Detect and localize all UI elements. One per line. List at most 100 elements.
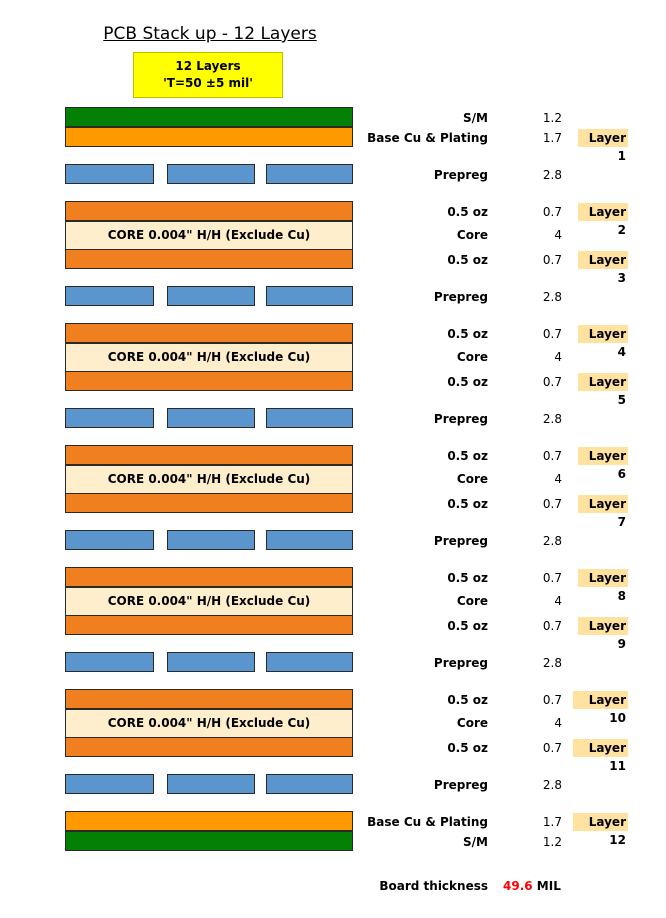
spec-banner: 12 Layers 'T=50 ±5 mil': [133, 52, 283, 98]
layer-tag: Layer 3: [578, 251, 628, 285]
banner-layer-count: 12 Layers: [175, 59, 241, 73]
prepreg-segment: [65, 652, 154, 672]
prepreg-segment: [167, 164, 255, 184]
layer-tag: Layer 6: [578, 447, 628, 481]
layer-thickness-value: 0.7: [542, 205, 562, 219]
copper-bar: [65, 371, 353, 391]
copper-bar: [65, 689, 353, 709]
layer-thickness-value: 2.8: [542, 534, 562, 548]
board-thickness-unit: MIL: [536, 879, 561, 893]
layer-material-label: Base Cu & Plating: [367, 131, 488, 145]
layer-material-label: 0.5 oz: [447, 375, 488, 389]
prepreg-segment: [65, 774, 154, 794]
copper-bar: [65, 493, 353, 513]
layer-thickness-value: 0.7: [542, 253, 562, 267]
layer-material-label: Prepreg: [433, 168, 488, 182]
layer-thickness-value: 0.7: [542, 497, 562, 511]
layer-thickness-value: 2.8: [542, 656, 562, 670]
layer-tag: Layer 9: [578, 617, 628, 651]
layer-material-label: Prepreg: [433, 290, 488, 304]
prepreg-segment: [167, 286, 255, 306]
prepreg-segment: [167, 774, 255, 794]
layer-material-label: 0.5 oz: [447, 497, 488, 511]
prepreg-segment: [266, 530, 353, 550]
layer-tag: Layer 11: [573, 739, 628, 773]
layer-material-label: S/M: [463, 111, 488, 125]
layer-material-label: Prepreg: [433, 412, 488, 426]
prepreg-segment: [167, 408, 255, 428]
layer-tag: Layer 1: [578, 129, 628, 163]
base-copper-bar: [65, 127, 353, 147]
layer-tag: Layer 10: [573, 691, 628, 725]
layer-material-label: Core: [456, 716, 488, 730]
core-bar: CORE 0.004" H/H (Exclude Cu): [65, 587, 353, 616]
layer-material-label: 0.5 oz: [447, 205, 488, 219]
layer-thickness-value: 4: [554, 350, 562, 364]
layer-tag: Layer 8: [578, 569, 628, 603]
prepreg-segment: [167, 530, 255, 550]
layer-material-label: Core: [456, 350, 488, 364]
layer-thickness-value: 4: [554, 472, 562, 486]
board-thickness-value: 49.6 MIL: [503, 879, 561, 893]
layer-thickness-value: 4: [554, 716, 562, 730]
layer-thickness-value: 0.7: [542, 449, 562, 463]
prepreg-segment: [167, 652, 255, 672]
copper-bar: [65, 323, 353, 343]
layer-tag: Layer 4: [578, 325, 628, 359]
layer-thickness-value: 4: [554, 594, 562, 608]
core-bar: CORE 0.004" H/H (Exclude Cu): [65, 343, 353, 372]
prepreg-segment: [266, 408, 353, 428]
prepreg-segment: [266, 652, 353, 672]
layer-thickness-value: 1.2: [542, 111, 562, 125]
copper-bar: [65, 249, 353, 269]
copper-bar: [65, 615, 353, 635]
layer-material-label: S/M: [463, 835, 488, 849]
prepreg-segment: [65, 164, 154, 184]
layer-material-label: 0.5 oz: [447, 571, 488, 585]
layer-tag: Layer 7: [578, 495, 628, 529]
layer-material-label: 0.5 oz: [447, 693, 488, 707]
solder-mask-bar: [65, 831, 353, 851]
layer-thickness-value: 0.7: [542, 619, 562, 633]
core-bar: CORE 0.004" H/H (Exclude Cu): [65, 465, 353, 494]
layer-thickness-value: 0.7: [542, 327, 562, 341]
copper-bar: [65, 201, 353, 221]
layer-material-label: Prepreg: [433, 656, 488, 670]
copper-bar: [65, 567, 353, 587]
layer-material-label: Core: [456, 228, 488, 242]
copper-bar: [65, 737, 353, 757]
layer-tag: Layer 5: [578, 373, 628, 407]
layer-thickness-value: 2.8: [542, 168, 562, 182]
prepreg-segment: [65, 286, 154, 306]
base-copper-bar: [65, 811, 353, 831]
layer-material-label: 0.5 oz: [447, 619, 488, 633]
board-thickness-label: Board thickness: [379, 879, 488, 893]
prepreg-segment: [266, 286, 353, 306]
layer-material-label: 0.5 oz: [447, 253, 488, 267]
layer-thickness-value: 2.8: [542, 290, 562, 304]
prepreg-segment: [65, 530, 154, 550]
layer-material-label: 0.5 oz: [447, 741, 488, 755]
layer-thickness-value: 1.7: [542, 131, 562, 145]
layer-material-label: Prepreg: [433, 778, 488, 792]
layer-tag: Layer 2: [578, 203, 628, 237]
solder-mask-bar: [65, 107, 353, 127]
layer-thickness-value: 2.8: [542, 412, 562, 426]
layer-thickness-value: 0.7: [542, 741, 562, 755]
layer-thickness-value: 0.7: [542, 375, 562, 389]
page-title: PCB Stack up - 12 Layers: [103, 24, 317, 44]
layer-thickness-value: 4: [554, 228, 562, 242]
layer-thickness-value: 1.2: [542, 835, 562, 849]
layer-thickness-value: 0.7: [542, 571, 562, 585]
layer-material-label: Prepreg: [433, 534, 488, 548]
layer-material-label: Core: [456, 472, 488, 486]
board-thickness-number: 49.6: [503, 879, 533, 893]
prepreg-segment: [266, 774, 353, 794]
layer-tag: Layer 12: [573, 813, 628, 847]
layer-thickness-value: 2.8: [542, 778, 562, 792]
core-bar: CORE 0.004" H/H (Exclude Cu): [65, 221, 353, 250]
core-bar: CORE 0.004" H/H (Exclude Cu): [65, 709, 353, 738]
copper-bar: [65, 445, 353, 465]
layer-material-label: Core: [456, 594, 488, 608]
prepreg-segment: [266, 164, 353, 184]
